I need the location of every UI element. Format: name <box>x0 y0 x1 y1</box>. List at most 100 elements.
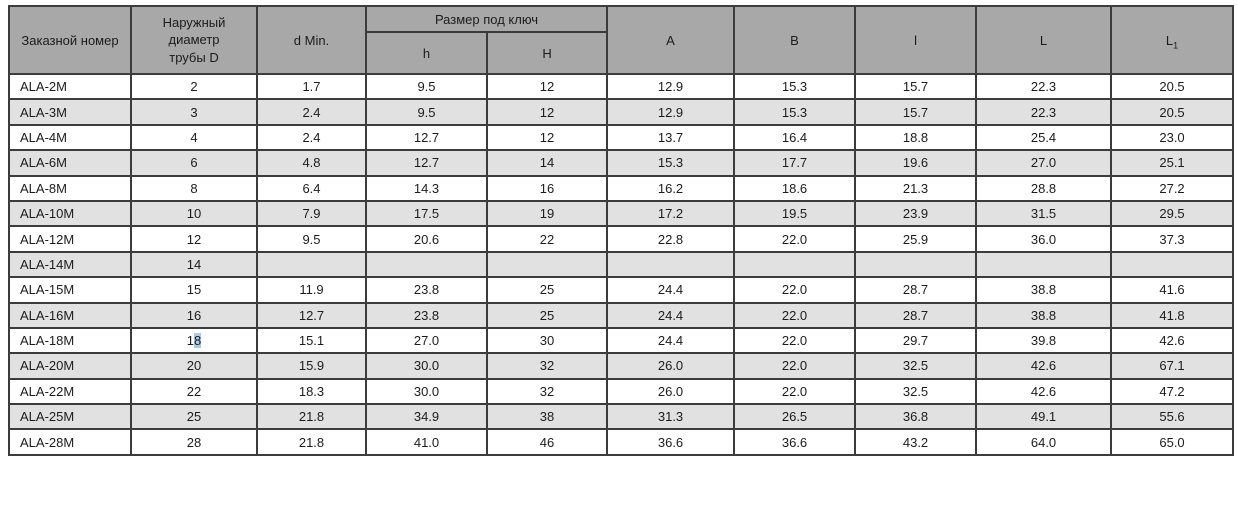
cell-value: 21.3 <box>854 174 978 202</box>
cell-value: 49.1 <box>975 403 1113 431</box>
column-header-label: L <box>1039 32 1048 48</box>
cell-value: 42.6 <box>1110 326 1235 355</box>
cell-value: 30.0 <box>365 352 488 380</box>
cell-value: 10 <box>130 199 258 228</box>
table-row: ALA-6M 6 4.8 12.7 14 15.3 17.7 19.6 27.0 25.1 <box>8 149 1235 177</box>
column-group-wrench-size: Размер под ключ <box>364 5 609 33</box>
cell-value: 22.3 <box>975 72 1113 101</box>
column-header-label: l <box>914 32 917 48</box>
cell-value: 22.0 <box>733 276 857 304</box>
cell-value: 16 <box>130 301 258 329</box>
table-header: Заказной номер Наружный диаметр трубы D … <box>8 5 1235 75</box>
cell-order-number: ALA-16M <box>8 301 132 329</box>
cell-value <box>256 250 367 279</box>
cell-value: 12.7 <box>256 301 367 329</box>
cell-value: 32.5 <box>854 352 978 380</box>
cell-value: 23.0 <box>1110 123 1235 152</box>
cell-value: 12.7 <box>365 149 488 177</box>
cell-value: 37.3 <box>1110 225 1235 253</box>
cell-value: 19.6 <box>854 149 978 177</box>
cell-value: 22.0 <box>733 301 857 329</box>
table-row: ALA-20M 20 15.9 30.0 32 26.0 22.0 32.5 42.6 67.1 <box>8 352 1235 380</box>
cell-value: 42.6 <box>975 352 1113 380</box>
column-header-l1: L1 <box>1110 5 1235 75</box>
cell-value: 17.7 <box>733 149 857 177</box>
cell-value: 26.0 <box>606 377 736 406</box>
column-group-label: Размер под ключ <box>434 11 539 27</box>
cell-value: 24.4 <box>606 301 736 329</box>
table-row: ALA-8M 8 6.4 14.3 16 16.2 18.6 21.3 28.8 27.2 <box>8 174 1235 202</box>
cell-value: 12 <box>485 123 609 152</box>
cell-value: 12 <box>485 72 609 101</box>
cell-value: 8 <box>130 174 258 202</box>
cell-value: 17.2 <box>606 199 736 228</box>
table-row: ALA-28M 28 21.8 41.0 46 36.6 36.6 43.2 64.0 65.0 <box>8 428 1235 456</box>
cell-value: 15.3 <box>733 98 857 126</box>
cell-value: 28 <box>130 428 258 456</box>
cell-value: 65.0 <box>1110 428 1235 456</box>
cell-value <box>485 250 609 279</box>
cell-value: 22 <box>130 377 258 406</box>
column-header-label: L <box>1165 32 1174 48</box>
table-row: ALA-10M 10 7.9 17.5 19 17.2 19.5 23.9 31.5 29.5 <box>8 199 1235 228</box>
cell-value: 3 <box>130 98 258 126</box>
cell-value: 64.0 <box>975 428 1113 456</box>
column-header-label: Наружный диаметр трубы D <box>162 14 226 65</box>
cell-value: 14 <box>130 250 258 279</box>
cell-value: 22 <box>485 225 609 253</box>
cell-value: 19.5 <box>733 199 857 228</box>
cell-value: 13.7 <box>606 123 736 152</box>
cell-value: 46 <box>485 428 609 456</box>
cell-value: 22.0 <box>733 377 857 406</box>
column-header-d-min: d Min. <box>256 5 367 75</box>
cell-order-number: ALA-10M <box>8 199 132 228</box>
cell-value: 12 <box>130 225 258 253</box>
cell-value: 12 <box>485 98 609 126</box>
cell-value: 19 <box>485 199 609 228</box>
cell-order-number: ALA-22M <box>8 377 132 406</box>
table-row: ALA-22M 22 18.3 30.0 32 26.0 22.0 32.5 42.6 47.2 <box>8 377 1235 406</box>
cell-value: 18 <box>130 326 258 355</box>
cell-value: 21.8 <box>256 428 367 456</box>
cell-value <box>854 250 978 279</box>
column-header-order-number: Заказной номер <box>8 5 132 75</box>
cell-value: 22.8 <box>606 225 736 253</box>
cell-value: 23.8 <box>365 276 488 304</box>
cell-order-number: ALA-25M <box>8 403 132 431</box>
column-header-label: H <box>542 45 552 61</box>
table-row: ALA-2M 2 1.7 9.5 12 12.9 15.3 15.7 22.3 20.5 <box>8 72 1235 101</box>
column-header-label: A <box>666 32 675 48</box>
cell-value: 25.4 <box>975 123 1113 152</box>
cell-value: 22.3 <box>975 98 1113 126</box>
cell-order-number: ALA-2M <box>8 72 132 101</box>
cell-value: 27.2 <box>1110 174 1235 202</box>
cell-value <box>1110 250 1235 279</box>
column-header-a: A <box>606 5 736 75</box>
cell-order-number: ALA-12M <box>8 225 132 253</box>
table-row: ALA-14M 14 <box>8 250 1235 279</box>
column-header-l-big: L <box>975 5 1113 75</box>
cell-value: 14.3 <box>365 174 488 202</box>
column-header-label: B <box>790 32 799 48</box>
cell-value <box>365 250 488 279</box>
table-row: ALA-15M 15 11.9 23.8 25 24.4 22.0 28.7 38.8 41.6 <box>8 276 1235 304</box>
cell-value: 15.3 <box>733 72 857 101</box>
page: Заказной номер Наружный диаметр трубы D … <box>8 5 1235 456</box>
cell-value: 32 <box>485 352 609 380</box>
cell-value: 7.9 <box>256 199 367 228</box>
header-row-group: Заказной номер Наружный диаметр трубы D … <box>8 5 1235 75</box>
cell-value: 15.3 <box>606 149 736 177</box>
cell-value <box>975 250 1113 279</box>
cell-value: 20.5 <box>1110 72 1235 101</box>
cell-value: 42.6 <box>975 377 1113 406</box>
table-row: ALA-4M 4 2.4 12.7 12 13.7 16.4 18.8 25.4 23.0 <box>8 123 1235 152</box>
cell-value: 38.8 <box>975 276 1113 304</box>
cell-value: 6.4 <box>256 174 367 202</box>
cell-value: 39.8 <box>975 326 1113 355</box>
cell-value <box>733 250 857 279</box>
table-row: ALA-3M 3 2.4 9.5 12 12.9 15.3 15.7 22.3 20.5 <box>8 98 1235 126</box>
cell-value: 20.6 <box>365 225 488 253</box>
cell-order-number: ALA-20M <box>8 352 132 380</box>
cell-value: 25 <box>485 276 609 304</box>
cell-value: 28.7 <box>854 301 978 329</box>
